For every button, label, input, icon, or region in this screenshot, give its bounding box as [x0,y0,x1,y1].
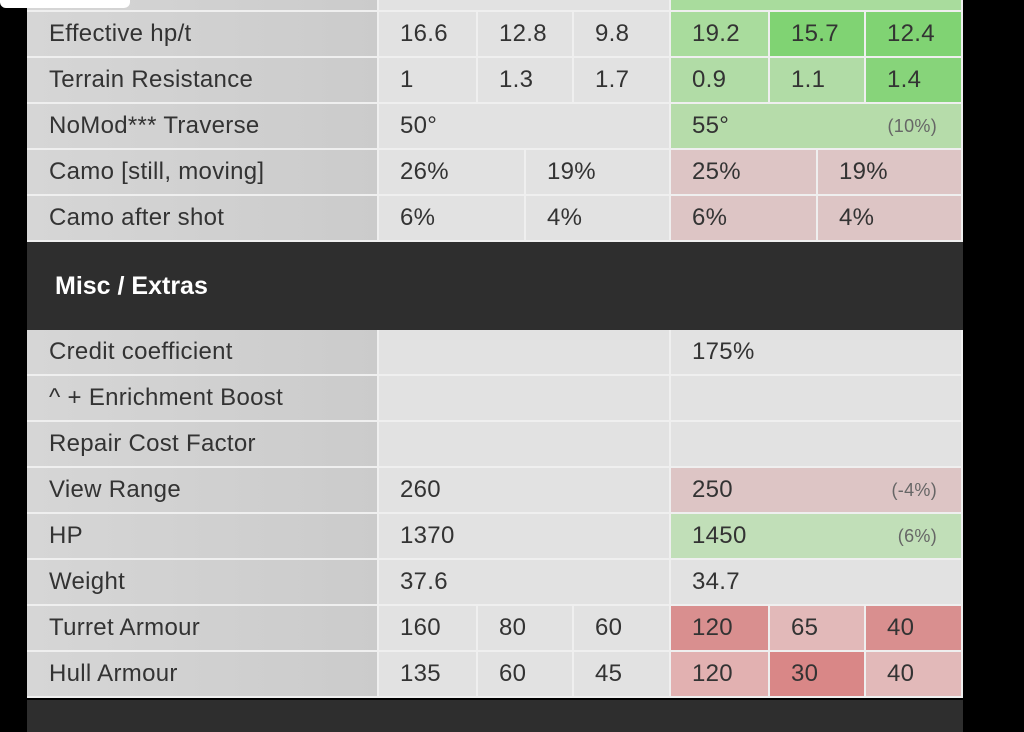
change-note: (10%) [887,115,937,136]
value-cell [379,376,671,422]
value-cell: 1.1 [770,58,866,104]
value-cell: 120 [671,652,770,698]
value-cell: 19.2 [671,12,770,58]
row-label: Weight [27,560,379,606]
value-cell: 50° [379,104,671,150]
value-cell: 1370 [379,514,671,560]
change-note: (6%) [897,525,937,546]
row-label: Camo [still, moving] [27,150,379,196]
value-cell: 0.9 [671,58,770,104]
value-cell: 160 [379,606,478,652]
change-note: (-4%) [891,479,937,500]
value-cell: 60 [574,606,671,652]
row-label: Repair Cost Factor [27,422,379,468]
value-cell: 4% [818,196,963,242]
value-cell [671,422,963,468]
value-cell: 30 [770,652,866,698]
value-cell: 45 [574,652,671,698]
row-label: ^ + Enrichment Boost [27,376,379,422]
popover-edge [0,0,130,8]
value-cell: 1.4 [866,58,963,104]
value-cell: 60 [478,652,574,698]
value-cell [379,422,671,468]
value-cell: 26% [379,150,526,196]
row-label: Turret Armour [27,606,379,652]
value-cell: 260 [379,468,671,514]
value-cell: 40 [866,606,963,652]
value-cell: 1 [379,58,478,104]
footer-bar [27,700,963,732]
value-cell: 12.8 [478,12,574,58]
value-cell: 15.7 [770,12,866,58]
value-cell [379,330,671,376]
value-cell: 135 [379,652,478,698]
value-cell: 9.8 [574,12,671,58]
row-label: Terrain Resistance [27,58,379,104]
value-cell: 19% [818,150,963,196]
row-label: HP [27,514,379,560]
value-cell: 175% [671,330,963,376]
value-cell: 1.3 [478,58,574,104]
row-label: Camo after shot [27,196,379,242]
value-cell: 19% [526,150,671,196]
row-label: View Range [27,468,379,514]
cut-row-right [671,0,963,12]
cut-row-left [379,0,671,12]
value-cell: 6% [379,196,526,242]
value-cell: 80 [478,606,574,652]
row-label: Credit coefficient [27,330,379,376]
row-label: Hull Armour [27,652,379,698]
value-cell: 4% [526,196,671,242]
value-cell: 40 [866,652,963,698]
value-cell [671,376,963,422]
value-cell: 1450 (6%) [671,514,963,560]
value-cell: 37.6 [379,560,671,606]
value-cell: 65 [770,606,866,652]
row-label: NoMod*** Traverse [27,104,379,150]
value-cell: 25% [671,150,818,196]
row-label: Effective hp/t [27,12,379,58]
value-cell: 1.7 [574,58,671,104]
value-cell: 250 (-4%) [671,468,963,514]
value-cell: 120 [671,606,770,652]
value-cell: 6% [671,196,818,242]
value-cell: 12.4 [866,12,963,58]
section-header: Misc / Extras [27,242,963,330]
value-cell: 16.6 [379,12,478,58]
value-cell: 55° (10%) [671,104,963,150]
value-cell: 34.7 [671,560,963,606]
